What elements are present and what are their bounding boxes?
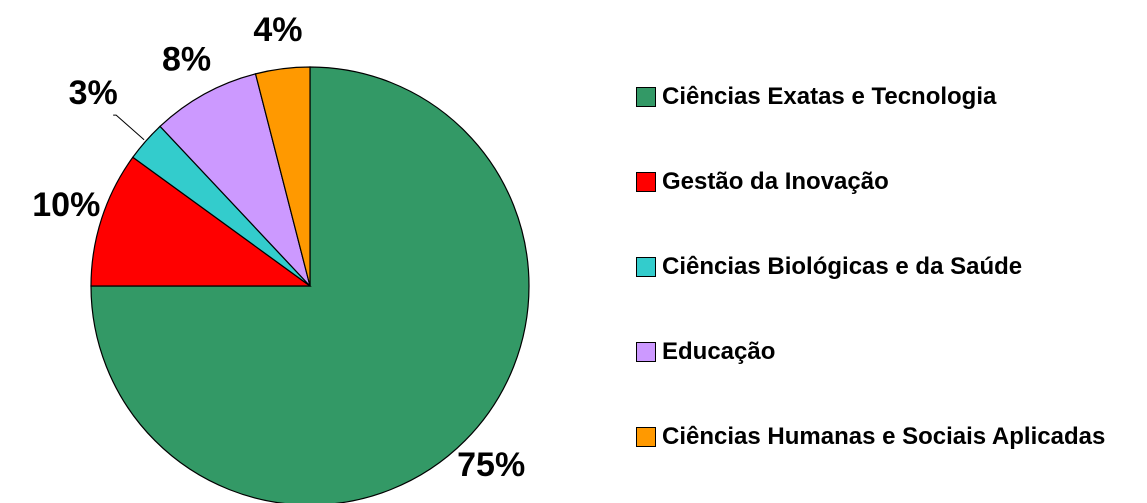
legend-item: Educação — [636, 337, 1136, 422]
legend-swatch — [636, 257, 656, 277]
legend-swatch — [636, 427, 656, 447]
legend: Ciências Exatas e Tecnologia Gestão da In… — [636, 82, 1136, 503]
leader-line — [113, 114, 145, 141]
legend-label: Ciências Humanas e Sociais Aplicadas — [662, 423, 1106, 450]
data-label: 75% — [457, 446, 525, 484]
legend-label: Ciências Exatas e Tecnologia — [662, 83, 997, 110]
legend-label: Ciências Biológicas e da Saúde — [662, 253, 1023, 280]
data-label: 10% — [32, 186, 100, 224]
legend-swatch — [636, 87, 656, 107]
pie-slice — [159, 73, 311, 287]
legend-label: Educação — [662, 338, 776, 365]
legend-item: Gestão da Inovação — [636, 167, 1136, 252]
legend-swatch — [636, 172, 656, 192]
pie-slice — [254, 66, 311, 287]
data-label: 3% — [69, 74, 118, 112]
legend-item: Ciências Humanas e Sociais Aplicadas — [636, 422, 1136, 503]
pie-slice — [90, 156, 312, 287]
legend-label: Gestão da Inovação — [662, 168, 889, 195]
data-label: 8% — [162, 40, 211, 78]
legend-item: Ciências Biológicas e da Saúde — [636, 252, 1136, 337]
pie-area: 75% 10% 3% 8% 4% — [32, 11, 530, 503]
legend-swatch — [636, 342, 656, 362]
legend-item: Ciências Exatas e Tecnologia — [636, 82, 1136, 167]
data-label: 4% — [253, 11, 302, 49]
